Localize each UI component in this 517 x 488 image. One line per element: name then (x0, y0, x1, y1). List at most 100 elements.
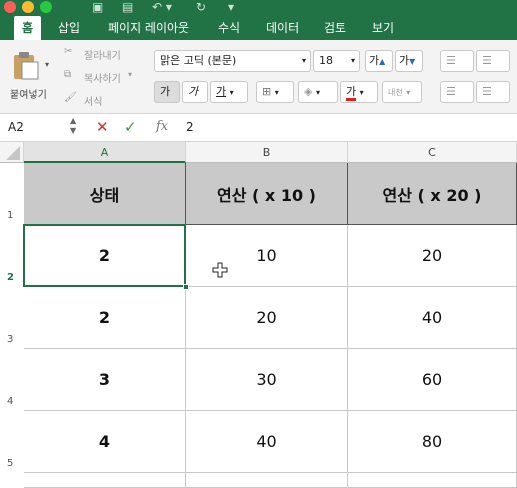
bold-button[interactable]: 가 (154, 81, 180, 103)
underline-label: 가 (216, 85, 227, 98)
copy-label[interactable]: 복사하기 (84, 74, 121, 85)
cell-c1[interactable]: 연산 ( x 20 ) (348, 163, 517, 225)
align-center-button[interactable]: ☰ (476, 81, 510, 103)
align-left-button[interactable]: ☰ (440, 81, 474, 103)
phonetic-chevron-icon: ▾ (406, 88, 411, 97)
name-box-stepper-icon[interactable]: ▲ ▼ (70, 116, 77, 135)
cell-c3[interactable]: 40 (348, 287, 517, 349)
borders-button[interactable]: ⊞ ▾ (256, 81, 294, 103)
font-color-button[interactable]: 가 ▾ (340, 81, 378, 103)
font-size-chevron-icon: ▾ (350, 56, 355, 65)
font-size-select[interactable]: 18 ▾ (313, 50, 360, 72)
tab-home[interactable]: 홈 (14, 16, 42, 40)
fill-handle[interactable] (183, 284, 189, 290)
paste-chevron-icon[interactable]: ▾ (45, 60, 50, 69)
row-header-3[interactable]: 3 (7, 334, 14, 345)
copy-icon[interactable]: ⧉ (64, 69, 72, 80)
tab-insert[interactable]: 삽입 (58, 21, 81, 35)
align-center-icon: ☰ (482, 85, 492, 98)
tab-formulas[interactable]: 수식 (218, 21, 241, 35)
italic-label: 가 (188, 85, 199, 98)
align-middle-icon: ☰ (482, 54, 492, 67)
formula-input[interactable]: 2 (186, 120, 194, 134)
cut-label[interactable]: 잘라내기 (84, 51, 121, 62)
cell-c4[interactable]: 60 (348, 349, 517, 411)
paste-button[interactable]: ▾ 붙여넣기 (8, 46, 52, 102)
cell-b3[interactable]: 20 (186, 287, 348, 349)
document-icon[interactable]: ▣ (92, 0, 104, 14)
font-color-label: 가 (346, 85, 357, 101)
cell-b1[interactable]: 연산 ( x 10 ) (186, 163, 348, 225)
cell-a1[interactable]: 상태 (24, 163, 186, 225)
cell-a2[interactable]: 2 (24, 225, 186, 287)
grow-arrow-icon: ▲ (379, 57, 386, 66)
format-painter-label[interactable]: 서식 (84, 97, 103, 108)
tab-review[interactable]: 검토 (324, 21, 347, 35)
minimize-window-button[interactable] (22, 1, 34, 13)
row-header-4[interactable]: 4 (7, 396, 14, 407)
cell-a4[interactable]: 3 (24, 349, 186, 411)
bold-label: 가 (160, 85, 171, 98)
shrink-arrow-icon: ▼ (409, 57, 416, 66)
column-header-c[interactable]: C (348, 142, 517, 163)
column-header-b[interactable]: B (186, 142, 348, 163)
cell-a3[interactable]: 2 (24, 287, 186, 349)
cell-b5[interactable]: 40 (186, 411, 348, 473)
font-size-value: 18 (319, 54, 333, 67)
cell-c6[interactable] (348, 473, 517, 488)
cell-b6[interactable] (186, 473, 348, 488)
cancel-entry-icon[interactable]: ✕ (96, 118, 109, 136)
paste-label: 붙여넣기 (10, 90, 47, 101)
shrink-font-button[interactable]: 가▼ (395, 50, 423, 72)
name-box[interactable]: A2 (8, 120, 24, 134)
row-header-5[interactable]: 5 (7, 458, 14, 469)
undo-icon[interactable]: ↶ ▾ (152, 0, 172, 14)
fill-color-button[interactable]: ◈ ▾ (298, 81, 338, 103)
select-all-icon (6, 146, 20, 160)
redo-icon[interactable]: ↻ (196, 0, 207, 14)
underline-chevron-icon: ▾ (229, 88, 234, 97)
grow-font-label: 가 (369, 54, 380, 67)
cell-cursor-icon (212, 262, 228, 278)
cell-a6[interactable] (24, 473, 186, 488)
cut-icon[interactable]: ✂ (64, 46, 73, 57)
font-name-value: 맑은 고딕 (본문) (160, 54, 237, 67)
underline-button[interactable]: 가 ▾ (210, 81, 248, 103)
ribbon-tabs: 홈 삽입 페이지 레이아웃 수식 데이터 검토 보기 (0, 16, 517, 40)
customize-toolbar-icon[interactable]: ▾ (228, 0, 235, 14)
cell-a5[interactable]: 4 (24, 411, 186, 473)
align-top-button[interactable]: ☰ (440, 50, 474, 72)
ribbon-home: ▾ 붙여넣기 ✂ 잘라내기 ⧉ 복사하기 ▾ 🖌 서식 맑은 고딕 (본문) ▾… (0, 40, 517, 114)
italic-button[interactable]: 가 (182, 81, 208, 103)
worksheet-grid: A B C 1 2 3 4 5 상태 연산 ( x 10 ) 연산 ( x 20… (0, 142, 517, 488)
phonetic-button[interactable]: 내천 ▾ (382, 81, 422, 103)
format-painter-icon[interactable]: 🖌 (64, 92, 77, 103)
cell-b2[interactable]: 10 (186, 225, 348, 287)
title-bar: ▣ ▤ ↶ ▾ ↻ ▾ (0, 0, 517, 16)
align-left-icon: ☰ (446, 85, 456, 98)
borders-icon: ⊞ (262, 85, 272, 98)
tab-data[interactable]: 데이터 (266, 21, 300, 35)
tab-view[interactable]: 보기 (372, 21, 395, 35)
save-icon[interactable]: ▤ (122, 0, 134, 14)
row-header-2[interactable]: 2 (7, 272, 14, 283)
insert-function-icon[interactable]: fx (156, 119, 169, 134)
row-header-1[interactable]: 1 (7, 210, 14, 221)
tab-page-layout[interactable]: 페이지 레이아웃 (108, 21, 190, 35)
clipboard-icon (14, 52, 39, 80)
font-name-select[interactable]: 맑은 고딕 (본문) ▾ (154, 50, 311, 72)
font-name-chevron-icon: ▾ (301, 56, 306, 65)
phonetic-label: 내천 (388, 88, 403, 97)
confirm-entry-icon[interactable]: ✓ (124, 118, 137, 136)
select-all-corner[interactable] (0, 142, 24, 163)
cell-c5[interactable]: 80 (348, 411, 517, 473)
column-header-a[interactable]: A (24, 142, 186, 163)
close-window-button[interactable] (4, 1, 16, 13)
copy-chevron-icon[interactable]: ▾ (128, 70, 133, 79)
shrink-font-label: 가 (399, 54, 410, 67)
zoom-window-button[interactable] (40, 1, 52, 13)
grow-font-button[interactable]: 가▲ (365, 50, 393, 72)
cell-c2[interactable]: 20 (348, 225, 517, 287)
align-middle-button[interactable]: ☰ (476, 50, 510, 72)
cell-b4[interactable]: 30 (186, 349, 348, 411)
